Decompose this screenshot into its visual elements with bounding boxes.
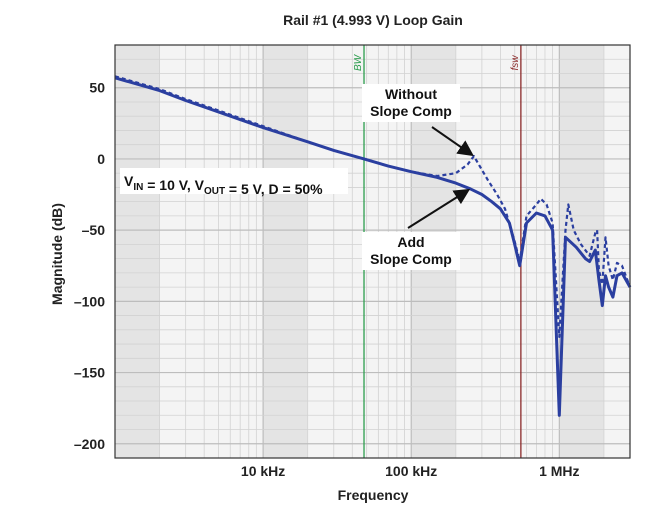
marker-label-bw: BW <box>353 53 364 71</box>
y-tick-label: 50 <box>89 80 105 96</box>
x-tick-labels: 10 kHz 100 kHz 1 MHz <box>241 463 580 479</box>
y-tick-label: –50 <box>82 222 106 238</box>
grid-band <box>115 45 160 458</box>
y-tick-label: –200 <box>74 436 105 452</box>
series-line-without-slope-comp <box>114 75 632 338</box>
y-tick-labels: 50 0 –50 –100 –150 –200 <box>74 80 105 452</box>
plot-frame <box>114 44 631 459</box>
annotation-arrow <box>407 188 471 229</box>
x-axis-label: Frequency <box>338 487 409 503</box>
annotation-text: Slope Comp <box>370 251 452 267</box>
annotation-box <box>362 232 460 270</box>
annotation-text: Without <box>385 86 437 102</box>
x-tick-label: 1 MHz <box>539 463 579 479</box>
series-lines <box>114 75 632 417</box>
conditions-box: VIN = 10 V, VOUT = 5 V, D = 50% <box>120 168 348 197</box>
annotation-text: Slope Comp <box>370 103 452 119</box>
annotation-text: Add <box>397 234 424 250</box>
grid-band <box>263 45 308 458</box>
annotation-arrow <box>431 126 474 157</box>
chart-title: Rail #1 (4.993 V) Loop Gain <box>283 12 463 28</box>
x-tick-label: 100 kHz <box>385 463 437 479</box>
marker-label-fsw: fsw <box>510 55 521 71</box>
x-tick-label: 10 kHz <box>241 463 285 479</box>
y-tick-label: –100 <box>74 293 105 309</box>
y-axis-label: Magnitude (dB) <box>49 203 65 305</box>
conditions-background <box>120 168 348 194</box>
y-tick-label: –150 <box>74 365 105 381</box>
annotation-box <box>362 84 460 122</box>
y-tick-label: 0 <box>97 151 105 167</box>
conditions-text: VIN = 10 V, VOUT = 5 V, D = 50% <box>124 173 323 197</box>
